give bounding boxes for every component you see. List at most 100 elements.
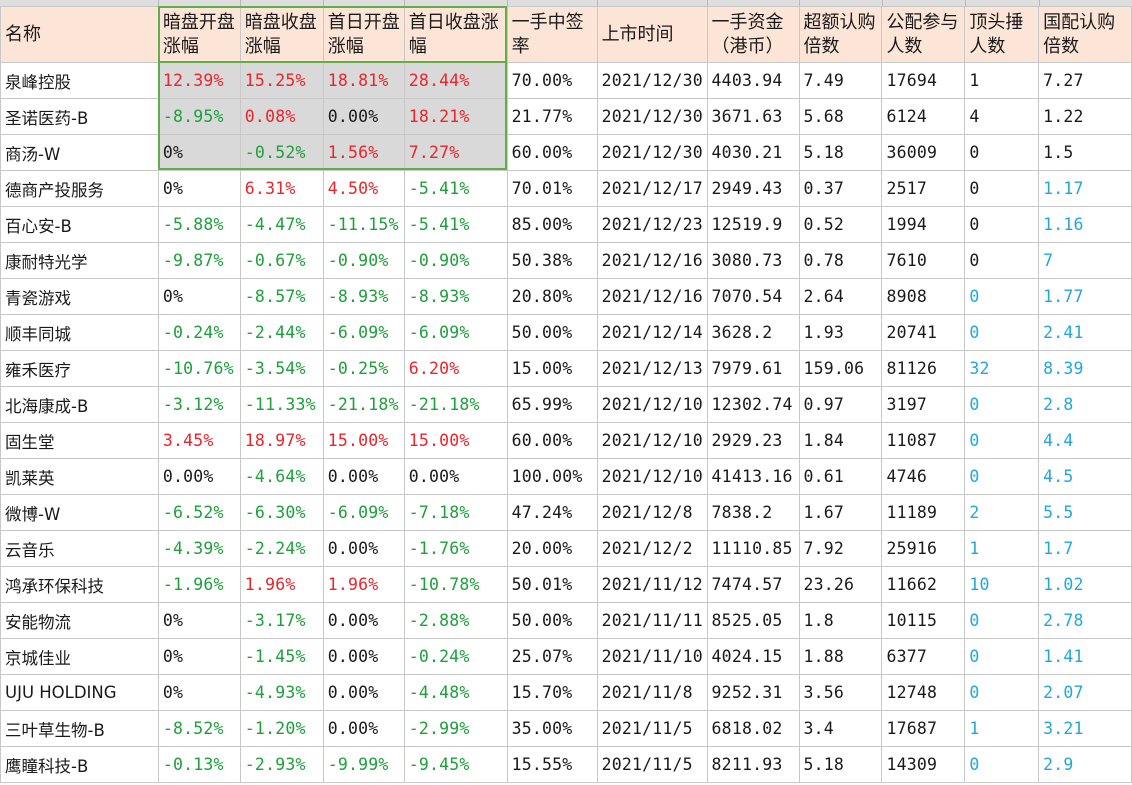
cell-day1-close[interactable]: -5.41% xyxy=(403,170,508,207)
cell-top-tier[interactable]: 0 xyxy=(964,638,1040,675)
cell-listing-date[interactable]: 2021/12/17 xyxy=(596,170,708,207)
cell-top-tier[interactable]: 32 xyxy=(964,350,1040,387)
cell-grey-open[interactable]: -0.13% xyxy=(157,746,241,783)
cell-listing-date[interactable]: 2021/12/30 xyxy=(596,98,708,135)
cell-lot-capital[interactable]: 2949.43 xyxy=(706,170,800,207)
cell-oversubscription[interactable]: 3.56 xyxy=(798,674,883,711)
cell-grey-open[interactable]: -9.87% xyxy=(157,242,241,279)
header-cell-oversubscription[interactable]: 超额认购倍数 xyxy=(798,6,883,63)
cell-oversubscription[interactable]: 7.49 xyxy=(798,62,883,99)
cell-day1-open[interactable]: 1.56% xyxy=(322,134,405,171)
cell-name[interactable]: 固生堂 xyxy=(0,422,159,459)
cell-grey-open[interactable]: -0.24% xyxy=(157,314,241,351)
cell-oversubscription[interactable]: 0.52 xyxy=(798,206,883,243)
cell-lot-capital[interactable]: 2929.23 xyxy=(706,422,800,459)
cell-name[interactable]: 安能物流 xyxy=(0,602,159,639)
cell-top-tier[interactable]: 0 xyxy=(964,674,1040,711)
cell-grey-open[interactable]: 0% xyxy=(157,134,241,171)
cell-name[interactable]: 北海康成-B xyxy=(0,386,159,423)
cell-top-tier[interactable]: 0 xyxy=(964,206,1040,243)
cell-name[interactable]: 商汤-W xyxy=(0,134,159,171)
cell-day1-close[interactable]: -0.24% xyxy=(403,638,508,675)
cell-day1-close[interactable]: -0.90% xyxy=(403,242,508,279)
cell-grey-open[interactable]: 0% xyxy=(157,602,241,639)
cell-top-tier[interactable]: 0 xyxy=(964,422,1040,459)
cell-intl-multiple[interactable]: 8.39 xyxy=(1038,350,1132,387)
cell-oversubscription[interactable]: 5.18 xyxy=(798,134,883,171)
cell-lot-capital[interactable]: 11110.85 xyxy=(706,530,800,567)
cell-grey-open[interactable]: -5.88% xyxy=(157,206,241,243)
cell-day1-open[interactable]: 1.96% xyxy=(322,566,405,603)
cell-day1-open[interactable]: 0.00% xyxy=(322,674,405,711)
cell-day1-open[interactable]: 0.00% xyxy=(322,458,405,495)
header-cell-name[interactable]: 名称 xyxy=(0,6,159,63)
cell-listing-date[interactable]: 2021/11/5 xyxy=(596,746,708,783)
cell-grey-close[interactable]: -1.20% xyxy=(239,710,324,747)
header-cell-lot-rate[interactable]: 一手中签率 xyxy=(506,6,598,63)
cell-grey-open[interactable]: 12.39% xyxy=(157,62,241,99)
cell-day1-close[interactable]: -5.41% xyxy=(403,206,508,243)
cell-day1-close[interactable]: -1.76% xyxy=(403,530,508,567)
header-cell-listing-date[interactable]: 上市时间 xyxy=(596,6,708,63)
cell-grey-close[interactable]: -3.54% xyxy=(239,350,324,387)
cell-grey-close[interactable]: 0.08% xyxy=(239,98,324,135)
cell-intl-multiple[interactable]: 4.5 xyxy=(1038,458,1132,495)
cell-lot-rate[interactable]: 50.00% xyxy=(506,602,598,639)
cell-public-applicants[interactable]: 10115 xyxy=(881,602,966,639)
cell-listing-date[interactable]: 2021/11/8 xyxy=(596,674,708,711)
cell-day1-open[interactable]: -6.09% xyxy=(322,314,405,351)
cell-day1-open[interactable]: -11.15% xyxy=(322,206,405,243)
cell-day1-close[interactable]: -7.18% xyxy=(403,494,508,531)
cell-day1-open[interactable]: -9.99% xyxy=(322,746,405,783)
cell-intl-multiple[interactable]: 7 xyxy=(1038,242,1132,279)
cell-top-tier[interactable]: 0 xyxy=(964,386,1040,423)
cell-lot-rate[interactable]: 100.00% xyxy=(506,458,598,495)
cell-oversubscription[interactable]: 0.61 xyxy=(798,458,883,495)
header-cell-lot-capital[interactable]: 一手资金（港币） xyxy=(706,6,800,63)
cell-day1-close[interactable]: -8.93% xyxy=(403,278,508,315)
cell-public-applicants[interactable]: 8908 xyxy=(881,278,966,315)
cell-day1-open[interactable]: 15.00% xyxy=(322,422,405,459)
cell-intl-multiple[interactable]: 2.78 xyxy=(1038,602,1132,639)
cell-intl-multiple[interactable]: 1.7 xyxy=(1038,530,1132,567)
cell-day1-close[interactable]: 28.44% xyxy=(403,62,508,99)
cell-listing-date[interactable]: 2021/12/8 xyxy=(596,494,708,531)
cell-day1-open[interactable]: 0.00% xyxy=(322,710,405,747)
cell-oversubscription[interactable]: 1.84 xyxy=(798,422,883,459)
cell-listing-date[interactable]: 2021/12/16 xyxy=(596,242,708,279)
cell-grey-close[interactable]: -4.93% xyxy=(239,674,324,711)
cell-listing-date[interactable]: 2021/12/10 xyxy=(596,458,708,495)
cell-name[interactable]: 云音乐 xyxy=(0,530,159,567)
cell-listing-date[interactable]: 2021/12/23 xyxy=(596,206,708,243)
cell-day1-close[interactable]: -2.88% xyxy=(403,602,508,639)
cell-listing-date[interactable]: 2021/12/13 xyxy=(596,350,708,387)
cell-top-tier[interactable]: 10 xyxy=(964,566,1040,603)
cell-grey-open[interactable]: -1.96% xyxy=(157,566,241,603)
cell-listing-date[interactable]: 2021/12/30 xyxy=(596,134,708,171)
cell-day1-open[interactable]: 0.00% xyxy=(322,98,405,135)
cell-oversubscription[interactable]: 1.93 xyxy=(798,314,883,351)
cell-lot-rate[interactable]: 85.00% xyxy=(506,206,598,243)
cell-name[interactable]: 青瓷游戏 xyxy=(0,278,159,315)
cell-oversubscription[interactable]: 159.06 xyxy=(798,350,883,387)
cell-intl-multiple[interactable]: 2.9 xyxy=(1038,746,1132,783)
cell-intl-multiple[interactable]: 5.5 xyxy=(1038,494,1132,531)
cell-top-tier[interactable]: 0 xyxy=(964,170,1040,207)
cell-public-applicants[interactable]: 6377 xyxy=(881,638,966,675)
cell-public-applicants[interactable]: 12748 xyxy=(881,674,966,711)
cell-lot-rate[interactable]: 15.00% xyxy=(506,350,598,387)
cell-listing-date[interactable]: 2021/12/10 xyxy=(596,422,708,459)
cell-intl-multiple[interactable]: 7.27 xyxy=(1038,62,1132,99)
cell-day1-open[interactable]: -0.25% xyxy=(322,350,405,387)
cell-intl-multiple[interactable]: 1.17 xyxy=(1038,170,1132,207)
cell-top-tier[interactable]: 4 xyxy=(964,98,1040,135)
cell-public-applicants[interactable]: 2517 xyxy=(881,170,966,207)
cell-lot-capital[interactable]: 4024.15 xyxy=(706,638,800,675)
cell-lot-rate[interactable]: 15.55% xyxy=(506,746,598,783)
cell-lot-capital[interactable]: 41413.16 xyxy=(706,458,800,495)
cell-lot-capital[interactable]: 12302.74 xyxy=(706,386,800,423)
cell-lot-capital[interactable]: 8211.93 xyxy=(706,746,800,783)
cell-public-applicants[interactable]: 11189 xyxy=(881,494,966,531)
header-cell-day1-open[interactable]: 首日开盘涨幅 xyxy=(322,6,405,63)
cell-name[interactable]: UJU HOLDING xyxy=(0,674,159,711)
